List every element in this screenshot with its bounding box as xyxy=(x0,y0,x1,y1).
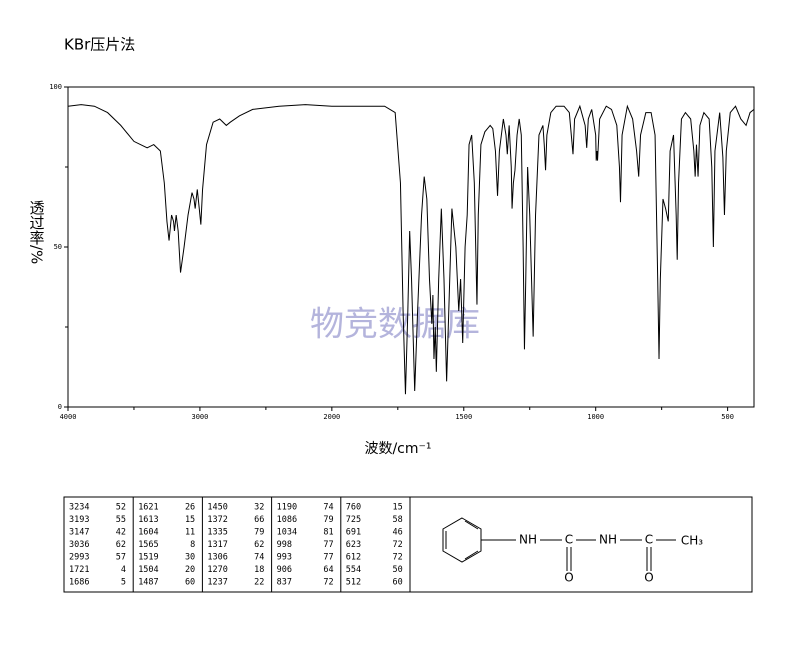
peak-transmittance: 20 xyxy=(185,565,195,575)
ring-double-bond xyxy=(464,550,479,560)
x-tick-label: 1500 xyxy=(455,413,472,421)
peak-transmittance: 15 xyxy=(393,503,403,513)
peak-wavenumber: 1621 xyxy=(138,503,158,513)
peak-wavenumber: 1504 xyxy=(138,565,158,575)
peak-transmittance: 62 xyxy=(116,540,126,550)
peak-transmittance: 64 xyxy=(323,565,333,575)
peak-wavenumber: 1086 xyxy=(277,515,297,525)
peak-wavenumber: 2993 xyxy=(69,553,89,563)
peak-wavenumber: 906 xyxy=(277,565,292,575)
structure-label: C xyxy=(565,533,573,547)
peak-wavenumber: 3036 xyxy=(69,540,89,550)
peak-wavenumber: 1335 xyxy=(207,528,227,538)
x-tick-label: 1000 xyxy=(587,413,604,421)
peak-transmittance: 77 xyxy=(323,540,333,550)
structure-label: NH xyxy=(599,533,617,547)
peak-wavenumber: 1721 xyxy=(69,565,89,575)
peak-wavenumber: 1034 xyxy=(277,528,297,538)
structure-label: NH xyxy=(519,533,537,547)
structure-bonds xyxy=(442,517,676,571)
peak-wavenumber: 1372 xyxy=(207,515,227,525)
peak-transmittance: 22 xyxy=(254,578,264,588)
peak-transmittance: 72 xyxy=(393,540,403,550)
peak-transmittance: 72 xyxy=(393,553,403,563)
x-tick-label: 3000 xyxy=(191,413,208,421)
peak-wavenumber: 1270 xyxy=(207,565,227,575)
peak-wavenumber: 998 xyxy=(277,540,292,550)
peak-wavenumber: 3193 xyxy=(69,515,89,525)
peak-wavenumber: 623 xyxy=(346,540,361,550)
x-axis-label: 波数/cm⁻¹ xyxy=(364,441,431,457)
spectrum-line xyxy=(67,104,755,395)
peak-transmittance: 72 xyxy=(323,578,333,588)
peak-wavenumber: 760 xyxy=(346,503,361,513)
peak-transmittance: 77 xyxy=(323,553,333,563)
y-tick-label: 100 xyxy=(49,83,62,91)
peak-wavenumber: 1306 xyxy=(207,553,227,563)
peak-transmittance: 55 xyxy=(116,515,126,525)
x-tick-label: 2000 xyxy=(323,413,340,421)
structure-label: O xyxy=(564,571,573,585)
peak-transmittance: 15 xyxy=(185,515,195,525)
structure-label: CH₃ xyxy=(681,534,703,548)
peak-transmittance: 79 xyxy=(254,528,264,538)
table-frame xyxy=(63,496,753,593)
peak-wavenumber: 1190 xyxy=(277,503,297,513)
peak-wavenumber: 1686 xyxy=(69,578,89,588)
peak-wavenumber: 512 xyxy=(346,578,361,588)
peak-wavenumber: 3234 xyxy=(69,503,89,513)
peak-transmittance: 66 xyxy=(254,515,264,525)
peak-transmittance: 46 xyxy=(393,528,403,538)
benzene-ring xyxy=(442,517,482,563)
peak-transmittance: 32 xyxy=(254,503,264,513)
peak-wavenumber: 725 xyxy=(346,515,361,525)
peak-transmittance: 8 xyxy=(190,540,195,550)
peak-transmittance: 18 xyxy=(254,565,264,575)
structure-label: O xyxy=(644,571,653,585)
peak-wavenumber: 1317 xyxy=(207,540,227,550)
y-tick-label: 50 xyxy=(54,243,62,251)
peak-wavenumber: 1519 xyxy=(138,553,158,563)
peak-transmittance: 11 xyxy=(185,528,195,538)
peak-wavenumber: 1450 xyxy=(207,503,227,513)
peak-wavenumber: 691 xyxy=(346,528,361,538)
peak-wavenumber: 1613 xyxy=(138,515,158,525)
peak-transmittance: 74 xyxy=(254,553,264,563)
peak-transmittance: 58 xyxy=(393,515,403,525)
peak-wavenumber: 1487 xyxy=(138,578,158,588)
y-axis-label: 透过率/% xyxy=(28,200,46,264)
peak-transmittance: 57 xyxy=(116,553,126,563)
watermark: 物竞数据库 xyxy=(310,305,480,345)
peak-wavenumber: 1237 xyxy=(207,578,227,588)
peak-transmittance: 50 xyxy=(393,565,403,575)
peak-transmittance: 26 xyxy=(185,503,195,513)
peak-transmittance: 74 xyxy=(323,503,333,513)
x-tick-label: 4000 xyxy=(60,413,77,421)
y-tick-label: 0 xyxy=(58,403,62,411)
peak-transmittance: 79 xyxy=(323,515,333,525)
peak-transmittance: 5 xyxy=(121,578,126,588)
chart-title: KBr压片法 xyxy=(64,36,135,54)
peak-transmittance: 30 xyxy=(185,553,195,563)
peak-transmittance: 4 xyxy=(121,565,126,575)
peak-transmittance: 60 xyxy=(185,578,195,588)
peak-wavenumber: 993 xyxy=(277,553,292,563)
ring-double-bond xyxy=(464,520,479,530)
peak-transmittance: 62 xyxy=(254,540,264,550)
peak-wavenumber: 554 xyxy=(346,565,361,575)
peak-transmittance: 42 xyxy=(116,528,126,538)
x-tick-label: 500 xyxy=(721,413,734,421)
peak-transmittance: 52 xyxy=(116,503,126,513)
structure-label: C xyxy=(645,533,653,547)
peak-wavenumber: 3147 xyxy=(69,528,89,538)
peak-wavenumber: 1604 xyxy=(138,528,158,538)
peak-wavenumber: 1565 xyxy=(138,540,158,550)
peak-wavenumber: 612 xyxy=(346,553,361,563)
plot-frame xyxy=(67,86,755,408)
peak-wavenumber: 837 xyxy=(277,578,292,588)
peak-transmittance: 81 xyxy=(323,528,333,538)
peak-transmittance: 60 xyxy=(393,578,403,588)
